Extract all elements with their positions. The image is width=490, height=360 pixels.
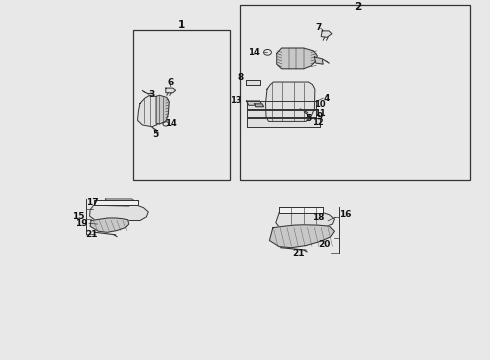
Polygon shape xyxy=(90,206,148,220)
Polygon shape xyxy=(255,104,264,107)
Polygon shape xyxy=(321,31,332,37)
Text: 5: 5 xyxy=(305,114,312,123)
Polygon shape xyxy=(138,95,162,127)
Text: 21: 21 xyxy=(85,230,98,239)
Text: 6: 6 xyxy=(167,77,173,86)
Polygon shape xyxy=(246,80,260,85)
Text: 16: 16 xyxy=(339,210,351,219)
Polygon shape xyxy=(266,82,315,121)
Text: 8: 8 xyxy=(237,73,244,82)
Text: 14: 14 xyxy=(165,120,176,129)
Text: 19: 19 xyxy=(74,219,87,228)
Polygon shape xyxy=(102,199,135,206)
Polygon shape xyxy=(246,101,262,105)
Polygon shape xyxy=(247,118,320,127)
Text: 18: 18 xyxy=(312,213,324,222)
Polygon shape xyxy=(270,225,334,248)
Text: 12: 12 xyxy=(313,118,324,127)
Polygon shape xyxy=(247,101,316,109)
Polygon shape xyxy=(90,218,129,232)
Text: 11: 11 xyxy=(314,109,326,118)
Text: 14: 14 xyxy=(248,48,260,57)
Polygon shape xyxy=(277,48,318,69)
Bar xyxy=(133,30,230,180)
Text: 5: 5 xyxy=(152,130,158,139)
Polygon shape xyxy=(94,200,138,206)
Text: 13: 13 xyxy=(230,96,242,105)
Text: 4: 4 xyxy=(324,94,330,103)
Polygon shape xyxy=(247,109,316,117)
Bar xyxy=(240,5,470,180)
Text: 7: 7 xyxy=(315,23,321,32)
Polygon shape xyxy=(315,57,323,64)
Text: 17: 17 xyxy=(86,198,99,207)
Polygon shape xyxy=(276,213,334,227)
Text: 1: 1 xyxy=(178,20,185,30)
Text: 10: 10 xyxy=(314,100,325,109)
Text: 20: 20 xyxy=(318,240,331,249)
Text: 3: 3 xyxy=(148,90,154,99)
Polygon shape xyxy=(279,207,323,213)
Text: 9: 9 xyxy=(316,112,322,121)
Text: 21: 21 xyxy=(293,249,305,258)
Polygon shape xyxy=(166,88,175,93)
Text: 15: 15 xyxy=(72,212,84,221)
Polygon shape xyxy=(156,95,169,124)
Text: 2: 2 xyxy=(354,2,361,12)
